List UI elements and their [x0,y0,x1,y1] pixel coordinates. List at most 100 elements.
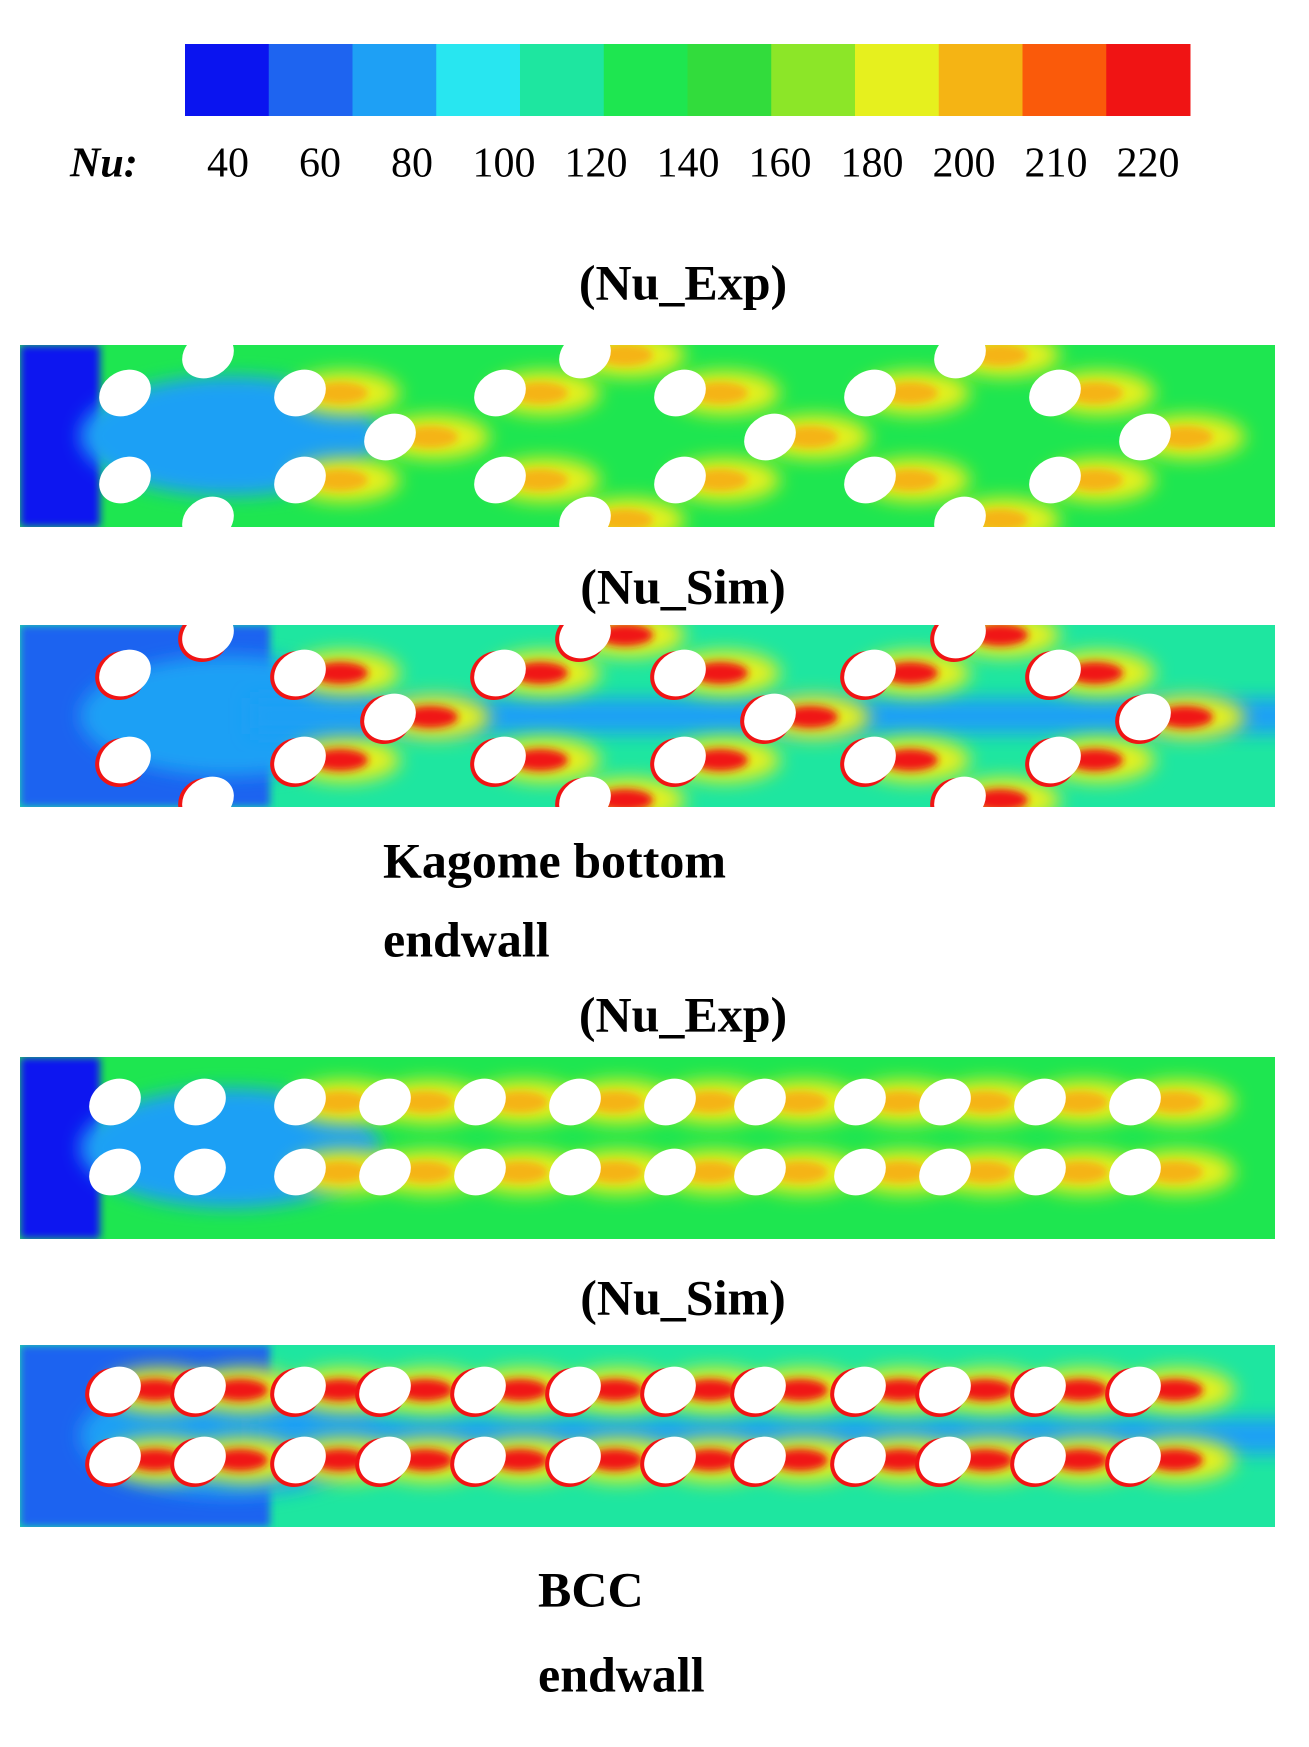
hot-core [972,509,1028,527]
hole [834,1148,886,1196]
hot-core [772,1091,828,1113]
hot-core [1147,1379,1203,1401]
hot-core [1067,382,1123,404]
contour-panel [20,1057,1275,1239]
hole [274,1436,326,1484]
hole [182,345,234,379]
hole [454,1148,506,1196]
hole [274,1366,326,1414]
hot-core [597,345,653,366]
hot-core [1052,1449,1108,1471]
hot-core [402,706,458,728]
contour-field [20,1057,1275,1239]
hot-core [512,662,568,684]
hot-core [312,1449,368,1471]
hot-core [1147,1449,1203,1471]
hot-core [782,426,838,448]
hole [89,1436,141,1484]
hole [844,649,896,697]
contour-field [20,625,1275,807]
panel-title: (Nu_Sim) [580,558,786,614]
hole [559,496,611,527]
hole [734,1366,786,1414]
hot-core [782,706,838,728]
hot-core [1067,469,1123,491]
hot-core [1157,426,1213,448]
hot-core [957,1449,1013,1471]
hot-core [972,345,1028,366]
hot-core [397,1161,453,1183]
hole [1109,1148,1161,1196]
hole [274,456,326,504]
colorbar-tick-label: 60 [299,141,341,187]
hole [454,1366,506,1414]
hot-core [587,1091,643,1113]
hole [1029,456,1081,504]
caption-line: BCC [538,1561,644,1617]
hole [1029,649,1081,697]
colorbar-tick-label: 100 [473,141,536,187]
hole [274,649,326,697]
hot-core [772,1161,828,1183]
hole [549,1436,601,1484]
hole [834,1436,886,1484]
hole [654,369,706,417]
colorbar-segment [1106,44,1191,116]
colorbar-segment [603,44,688,116]
hot-core [127,1449,183,1471]
hole [1109,1366,1161,1414]
hole [474,736,526,784]
hot-core [872,1091,928,1113]
colorbar-label: Nu: [69,141,138,187]
hole [454,1436,506,1484]
hot-core [772,1449,828,1471]
hot-core [1067,749,1123,771]
hole [744,693,796,741]
hole [1029,369,1081,417]
hole [1014,1436,1066,1484]
hole [934,625,986,659]
hot-core [492,1449,548,1471]
hot-core [957,1161,1013,1183]
hot-core [772,1379,828,1401]
contour-panel [20,625,1275,807]
hole [844,456,896,504]
hole [99,736,151,784]
caption-line: endwall [383,911,550,967]
colorbar-segment [436,44,521,116]
hot-core [882,749,938,771]
colorbar-segment [1022,44,1107,116]
hole [734,1078,786,1126]
hole [1029,736,1081,784]
hole [1014,1078,1066,1126]
hot-core [682,1379,738,1401]
hot-core [492,1379,548,1401]
hole [174,1078,226,1126]
colorbar-segment [855,44,940,116]
hot-core [972,625,1028,646]
contour-field [20,1345,1275,1527]
hole [364,693,416,741]
hole [359,1436,411,1484]
hot-core [597,509,653,527]
hole [1109,1078,1161,1126]
hot-core [492,1161,548,1183]
colorbar-segment [185,44,270,116]
hole [919,1078,971,1126]
hole [99,456,151,504]
colorbar-segment [268,44,353,116]
hot-core [872,1379,928,1401]
colorbar-segment [938,44,1023,116]
hole [274,1148,326,1196]
hot-core [397,1379,453,1401]
hole [1109,1436,1161,1484]
hole [549,1078,601,1126]
hole [99,369,151,417]
colorbar-tick-label: 120 [565,141,628,187]
hole [919,1366,971,1414]
hot-core [312,1379,368,1401]
contour-panel [20,345,1275,527]
hot-core [587,1449,643,1471]
hole [274,369,326,417]
